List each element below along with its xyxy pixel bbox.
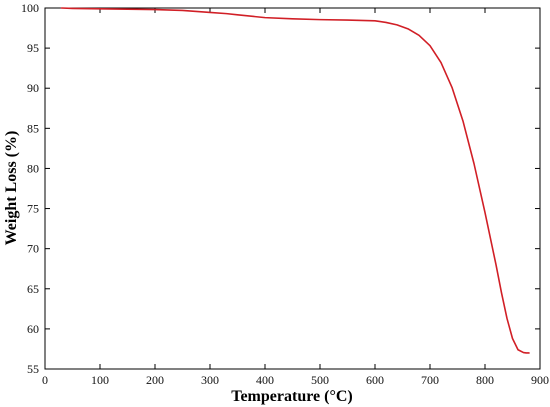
y-tick-label: 85 [27,121,39,135]
y-tick-label: 80 [27,161,39,175]
series-line [60,7,530,354]
y-tick-label: 60 [27,322,39,336]
y-tick-label: 95 [27,41,39,55]
y-tick-label: 90 [27,81,39,95]
x-tick-label: 900 [531,373,549,387]
y-tick-label: 100 [21,1,39,15]
plot-frame-group [44,7,541,370]
x-tick-label: 400 [256,373,274,387]
x-tick-label: 200 [146,373,164,387]
y-tick-label: 55 [27,362,39,376]
plot-frame [44,7,541,370]
y-axis-title: Weight Loss (%) [3,131,20,246]
y-tick-label: 65 [27,282,39,296]
series-group [60,7,530,354]
tick-labels-group: 0 100 200 300 400 500 600 700 800 900 55 60 65 70 75 80… [21,1,549,387]
x-tick-label: 300 [201,373,219,387]
ticks-group [44,7,541,370]
x-tick-label: 100 [91,373,109,387]
x-tick-label: 800 [476,373,494,387]
x-tick-label: 500 [311,373,329,387]
y-tick-label: 75 [27,202,39,216]
x-axis-title: Temperature (°C) [231,388,352,405]
x-tick-label: 600 [366,373,384,387]
x-tick-label: 700 [421,373,439,387]
y-tick-label: 70 [27,242,39,256]
x-tick-label: 0 [42,373,48,387]
